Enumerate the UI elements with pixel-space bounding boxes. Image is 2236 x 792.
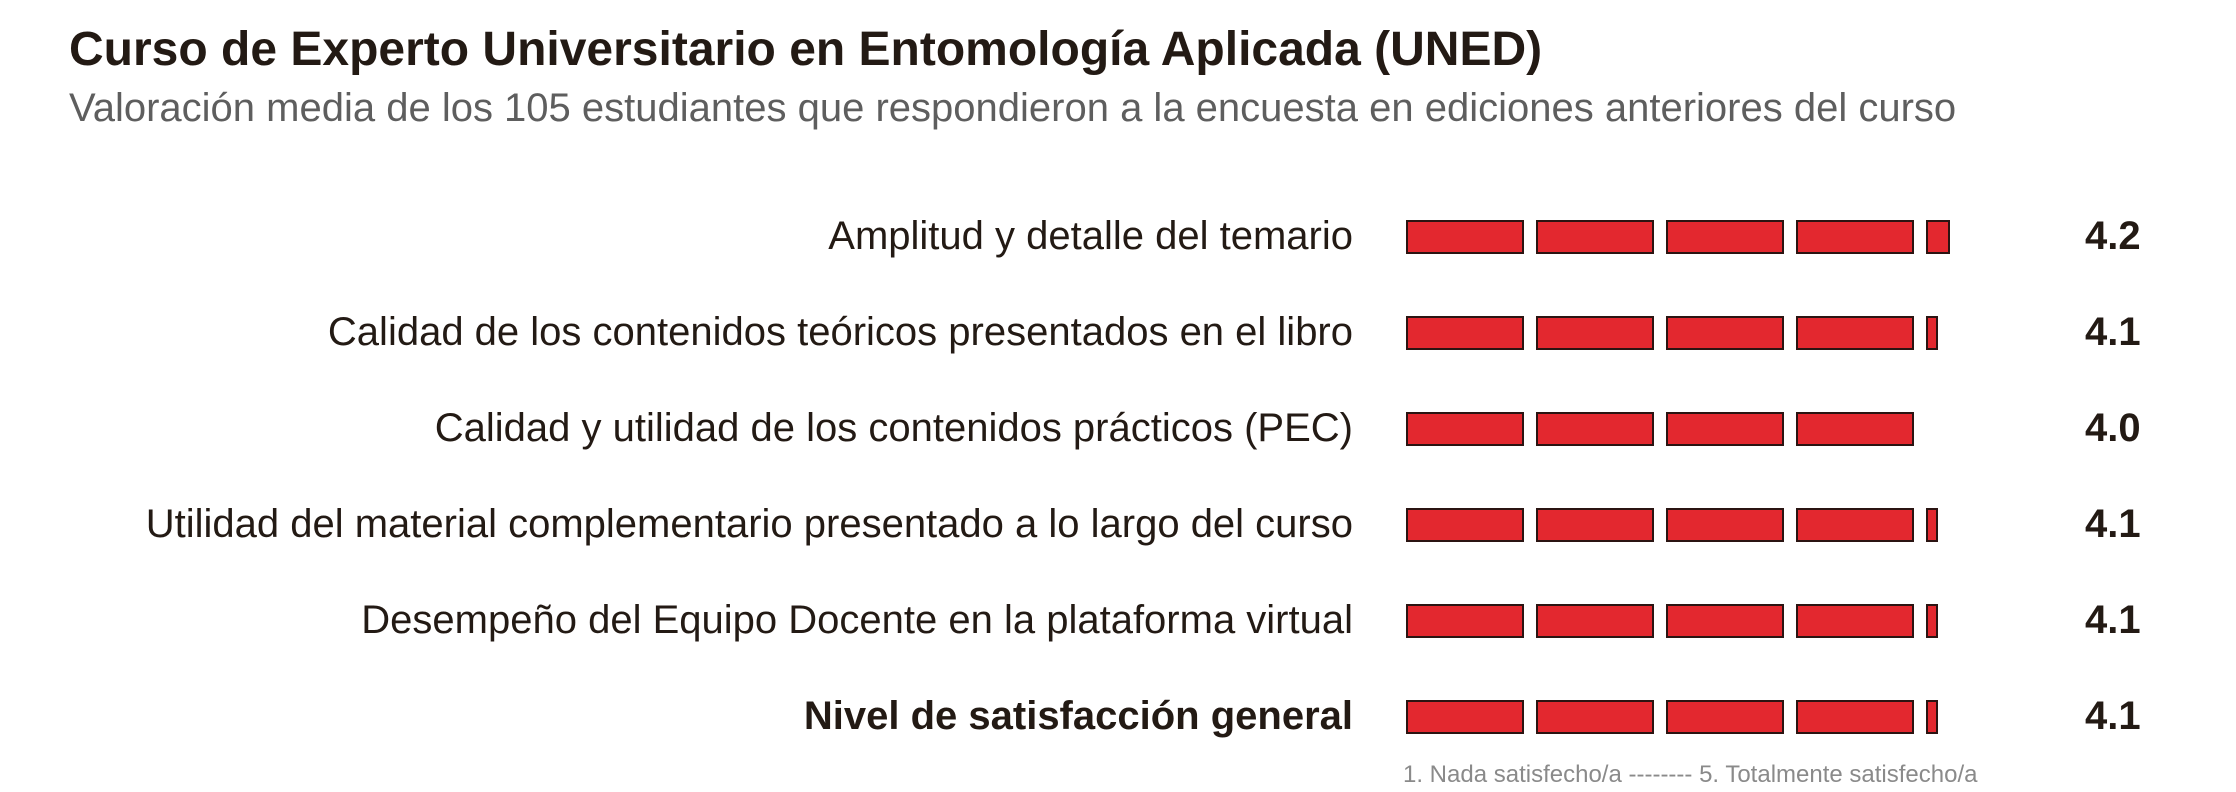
value-label: 4.1 xyxy=(2085,598,2141,642)
bar-segment xyxy=(1796,604,1914,638)
bar-segment xyxy=(1536,508,1654,542)
bar-segment xyxy=(1666,220,1784,254)
bar-segment xyxy=(1536,700,1654,734)
chart-row: Calidad de los contenidos teóricos prese… xyxy=(0,302,2236,362)
value-label: 4.2 xyxy=(2085,214,2141,258)
category-label: Utilidad del material complementario pre… xyxy=(145,502,1353,546)
bar-segment-partial xyxy=(1926,604,1938,638)
bar-segment xyxy=(1536,220,1654,254)
bar-segment xyxy=(1796,412,1914,446)
bar-segment xyxy=(1406,700,1524,734)
scale-note: 1. Nada satisfecho/a -------- 5. Totalme… xyxy=(1403,761,1978,788)
category-label: Calidad de los contenidos teóricos prese… xyxy=(327,310,1353,354)
bar-segment xyxy=(1796,508,1914,542)
bar-segment xyxy=(1406,604,1524,638)
bar-segment-partial xyxy=(1926,220,1950,254)
bar-segment-partial xyxy=(1926,508,1938,542)
value-label: 4.1 xyxy=(2085,694,2141,738)
bar-segment xyxy=(1666,412,1784,446)
category-label: Desempeño del Equipo Docente en la plata… xyxy=(361,598,1353,642)
chart-row: Nivel de satisfacción general 4.1 xyxy=(0,686,2236,746)
category-label: Amplitud y detalle del temario xyxy=(828,214,1353,258)
chart-row: Desempeño del Equipo Docente en la plata… xyxy=(0,590,2236,650)
bar-segment xyxy=(1666,604,1784,638)
bar-segment xyxy=(1406,508,1524,542)
bar-segment-partial xyxy=(1926,316,1938,350)
bar-segment xyxy=(1796,316,1914,350)
chart-row: Calidad y utilidad de los contenidos prá… xyxy=(0,398,2236,458)
category-label: Calidad y utilidad de los contenidos prá… xyxy=(434,406,1353,450)
value-label: 4.1 xyxy=(2085,502,2141,546)
value-label: 4.0 xyxy=(2085,406,2141,450)
bar-segment xyxy=(1536,316,1654,350)
bar-segment xyxy=(1406,412,1524,446)
bar-segment xyxy=(1406,316,1524,350)
bar-segment xyxy=(1406,220,1524,254)
category-label: Nivel de satisfacción general xyxy=(803,694,1353,738)
bar-track xyxy=(1406,604,2006,638)
bar-track xyxy=(1406,412,2006,446)
chart-row: Utilidad del material complementario pre… xyxy=(0,494,2236,554)
chart-subtitle: Valoración media de los 105 estudiantes … xyxy=(69,86,1957,130)
bar-segment xyxy=(1536,604,1654,638)
bar-segment xyxy=(1536,412,1654,446)
bar-segment xyxy=(1796,220,1914,254)
value-label: 4.1 xyxy=(2085,310,2141,354)
bar-segment-partial xyxy=(1926,700,1938,734)
chart-title: Curso de Experto Universitario en Entomo… xyxy=(69,23,1543,76)
bar-segment xyxy=(1666,316,1784,350)
bar-segment xyxy=(1666,700,1784,734)
bar-track xyxy=(1406,700,2006,734)
bar-segment xyxy=(1666,508,1784,542)
bar-track xyxy=(1406,316,2006,350)
bar-track xyxy=(1406,220,2006,254)
chart-row: Amplitud y detalle del temario 4.2 xyxy=(0,206,2236,266)
bar-segment xyxy=(1796,700,1914,734)
bar-track xyxy=(1406,508,2006,542)
